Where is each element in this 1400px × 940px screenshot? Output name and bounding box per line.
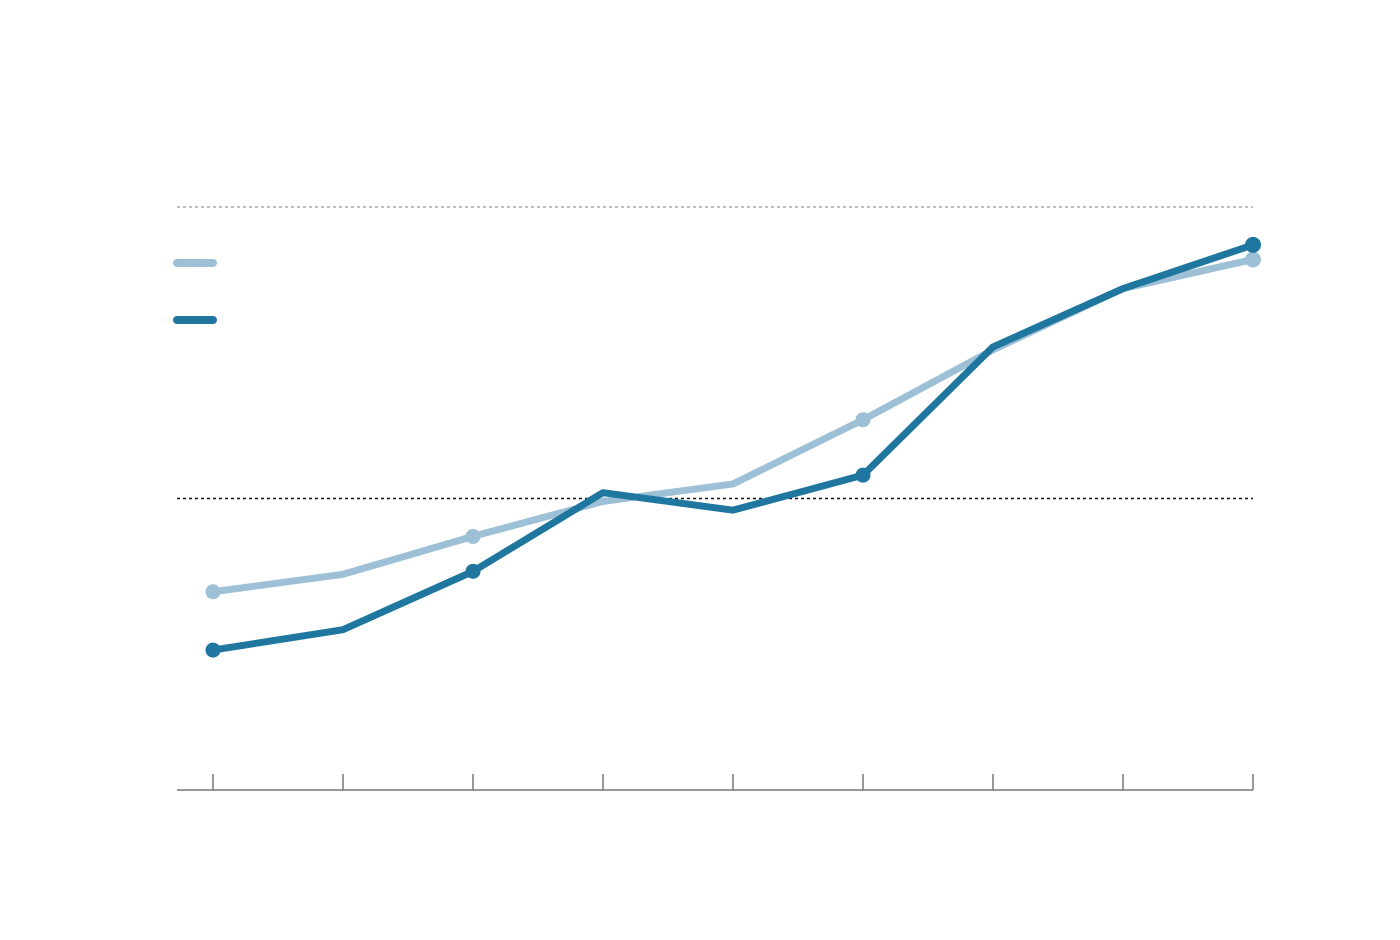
point-marker	[465, 563, 481, 579]
point-marker	[855, 467, 871, 483]
point-marker	[205, 584, 221, 600]
point-marker	[1245, 251, 1261, 268]
point-marker	[855, 412, 871, 428]
point-marker	[205, 642, 221, 658]
point-marker	[465, 528, 481, 544]
series-line	[212, 241, 1255, 654]
series-line	[212, 256, 1254, 596]
point-marker	[1245, 236, 1261, 253]
